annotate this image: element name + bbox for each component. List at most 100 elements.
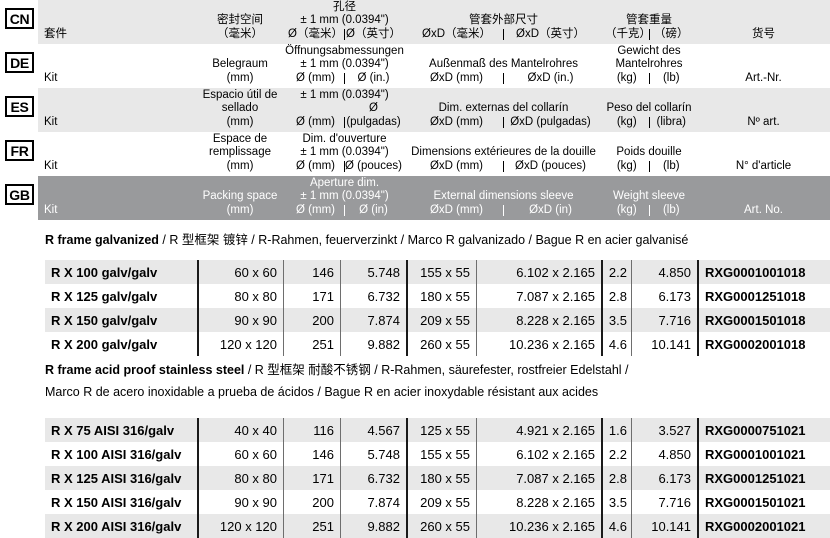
header-aperture-mm: Ø (mm) xyxy=(296,203,335,216)
header-aperture-tolerance: ± 1 mm (0.0394") xyxy=(300,88,389,101)
header-external-title: Außenmaß des Mantelrohres xyxy=(429,58,578,70)
header-external-mm: ØxD (mm) xyxy=(429,203,483,216)
header-packing-unit: (mm) xyxy=(226,203,254,216)
header-aperture-in: Ø（英寸） xyxy=(346,27,401,40)
cell-packing: 60 x 60 xyxy=(197,442,283,466)
header-cell-aperture-de: Öffnungsabmessungen ± 1 mm (0.0394") Ø (mm… xyxy=(283,44,406,88)
cell-ext-in: 7.087 x 2.165 xyxy=(476,284,601,308)
header-cell-packing-fr: Espace de remplissage (mm) xyxy=(197,132,283,176)
table-row: R X 200 AISI 316/galv 120 x 120 251 9.882 26… xyxy=(45,514,830,538)
header-art-label: Art.-Nr. xyxy=(745,71,782,84)
header-weight-kg: （千克） xyxy=(605,27,651,40)
cell-kit: R X 200 AISI 316/galv xyxy=(51,518,182,534)
cell-aperture-mm: 146 xyxy=(283,442,340,466)
cell-ext-mm: 260 x 55 xyxy=(406,514,476,538)
multilingual-header-table: 套件 密封空间 （毫米） 孔径 ± 1 mm (0.0394") Ø（毫米） Ø（英寸） 管套… xyxy=(38,0,830,220)
header-external-in: ØxD (pouces) xyxy=(515,159,586,172)
header-external-mm: ØxD (mm) xyxy=(429,159,483,172)
cell-aperture-in: 5.748 xyxy=(340,442,406,466)
header-kit-label: Kit xyxy=(44,159,58,172)
cell-packing: 120 x 120 xyxy=(197,514,283,538)
language-badge-cn: CN xyxy=(5,8,34,29)
header-cell-packing-cn: 密封空间 （毫米） xyxy=(197,0,283,44)
cell-weight-kg: 1.6 xyxy=(601,418,631,442)
cell-weight-kg: 3.5 xyxy=(601,308,631,332)
cell-ext-mm: 260 x 55 xyxy=(406,332,476,356)
header-external-mm: ØxD (mm) xyxy=(429,115,483,128)
header-packing-title: Belegraum xyxy=(212,58,268,70)
cell-aperture-in: 6.732 xyxy=(340,284,406,308)
cell-ext-mm: 209 x 55 xyxy=(406,308,476,332)
header-weight-title: Peso del collarín xyxy=(606,102,692,114)
cell-kit: R X 125 AISI 316/galv xyxy=(51,470,182,486)
column-divider-tick xyxy=(648,73,650,84)
cell-kit: R X 100 galv/galv xyxy=(51,264,158,280)
column-divider-tick xyxy=(648,117,650,128)
column-divider-tick xyxy=(344,29,345,40)
header-cell-aperture-gb: Aperture dim. ± 1 mm (0.0394") Ø (mm) Ø (in… xyxy=(283,176,406,220)
header-cell-art-fr: N° d'article xyxy=(697,132,830,176)
header-weight-lb: (libra) xyxy=(656,115,686,128)
cell-weight-lb: 7.716 xyxy=(631,490,697,514)
table-row: R X 100 AISI 316/galv 60 x 60 146 5.748 155 … xyxy=(45,442,830,466)
table-row: R X 125 AISI 316/galv 80 x 80 171 6.732 180 … xyxy=(45,466,830,490)
cell-aperture-mm: 200 xyxy=(283,490,340,514)
cell-aperture-in: 5.748 xyxy=(340,260,406,284)
table-row: R X 200 galv/galv 120 x 120 251 9.882 260 x … xyxy=(45,332,830,356)
cell-ext-in: 10.236 x 2.165 xyxy=(476,514,601,538)
header-external-in: ØxD（英寸） xyxy=(516,27,585,40)
cell-ext-mm: 125 x 55 xyxy=(406,418,476,442)
header-external-title: External dimensions sleeve xyxy=(433,190,574,202)
header-weight-title: Poids douille xyxy=(616,146,682,158)
cell-weight-lb: 10.141 xyxy=(631,514,697,538)
cell-art: RXG0001001021 xyxy=(697,442,830,466)
cell-ext-in: 6.102 x 2.165 xyxy=(476,260,601,284)
header-aperture-title: Dim. d'ouverture xyxy=(302,132,387,145)
header-aperture-title: Aperture dim. xyxy=(309,176,380,189)
header-cell-packing-de: Belegraum (mm) xyxy=(197,44,283,88)
column-divider-tick xyxy=(503,205,504,216)
header-weight-kg: (kg) xyxy=(616,203,637,216)
cell-weight-kg: 2.8 xyxy=(601,466,631,490)
header-external-title: Dim. externas del collarín xyxy=(438,102,569,114)
cell-weight-lb: 7.716 xyxy=(631,308,697,332)
header-row-gb: Kit Packing space (mm) Aperture dim. ± 1 mm … xyxy=(38,176,830,220)
header-weight-lb: (lb) xyxy=(662,159,680,172)
column-divider-tick xyxy=(503,161,504,172)
header-aperture-in: Ø (in) xyxy=(359,203,388,216)
column-divider-tick xyxy=(648,161,650,172)
cell-ext-mm: 155 x 55 xyxy=(406,442,476,466)
header-weight-kg: (kg) xyxy=(616,115,637,128)
column-divider-tick xyxy=(503,29,504,40)
header-cell-kit-de: Kit xyxy=(38,44,197,88)
cell-kit: R X 125 galv/galv xyxy=(51,288,158,304)
cell-aperture-mm: 146 xyxy=(283,260,340,284)
header-cell-external-de: Außenmaß des Mantelrohres ØxD (mm) ØxD (in… xyxy=(406,44,601,88)
cell-weight-kg: 2.2 xyxy=(601,442,631,466)
header-packing-unit: (mm) xyxy=(226,159,254,172)
header-aperture-mm: Ø (mm) xyxy=(296,115,335,128)
header-cell-external-es: Dim. externas del collarín ØxD (mm) ØxD (p… xyxy=(406,88,601,132)
header-packing-unit: (mm) xyxy=(226,71,254,84)
cell-packing: 60 x 60 xyxy=(197,260,283,284)
cell-aperture-in: 7.874 xyxy=(340,490,406,514)
header-aperture-tolerance: ± 1 mm (0.0394") xyxy=(300,14,389,26)
cell-ext-in: 8.228 x 2.165 xyxy=(476,308,601,332)
cell-weight-kg: 2.2 xyxy=(601,260,631,284)
cell-art: RXG0001501018 xyxy=(697,308,830,332)
header-external-title: Dimensions extérieures de la douille xyxy=(411,146,596,158)
cell-art: RXG0002001021 xyxy=(697,514,830,538)
cell-art: RXG0001001018 xyxy=(697,260,830,284)
header-weight-kg: (kg) xyxy=(616,71,637,84)
header-weight-kg: (kg) xyxy=(616,159,637,172)
cell-weight-lb: 3.527 xyxy=(631,418,697,442)
cell-kit: R X 200 galv/galv xyxy=(51,336,158,352)
header-cell-weight-de: Gewicht des Mantelrohres (kg) (lb) xyxy=(601,44,697,88)
header-external-in: ØxD (in.) xyxy=(527,71,574,84)
header-kit-label: Kit xyxy=(44,115,58,128)
header-cell-external-fr: Dimensions extérieures de la douille ØxD … xyxy=(406,132,601,176)
header-aperture-title: 孔径 xyxy=(333,0,356,13)
header-cell-aperture-fr: Dim. d'ouverture ± 1 mm (0.0394") Ø (mm) Ø … xyxy=(283,132,406,176)
cell-aperture-mm: 251 xyxy=(283,332,340,356)
